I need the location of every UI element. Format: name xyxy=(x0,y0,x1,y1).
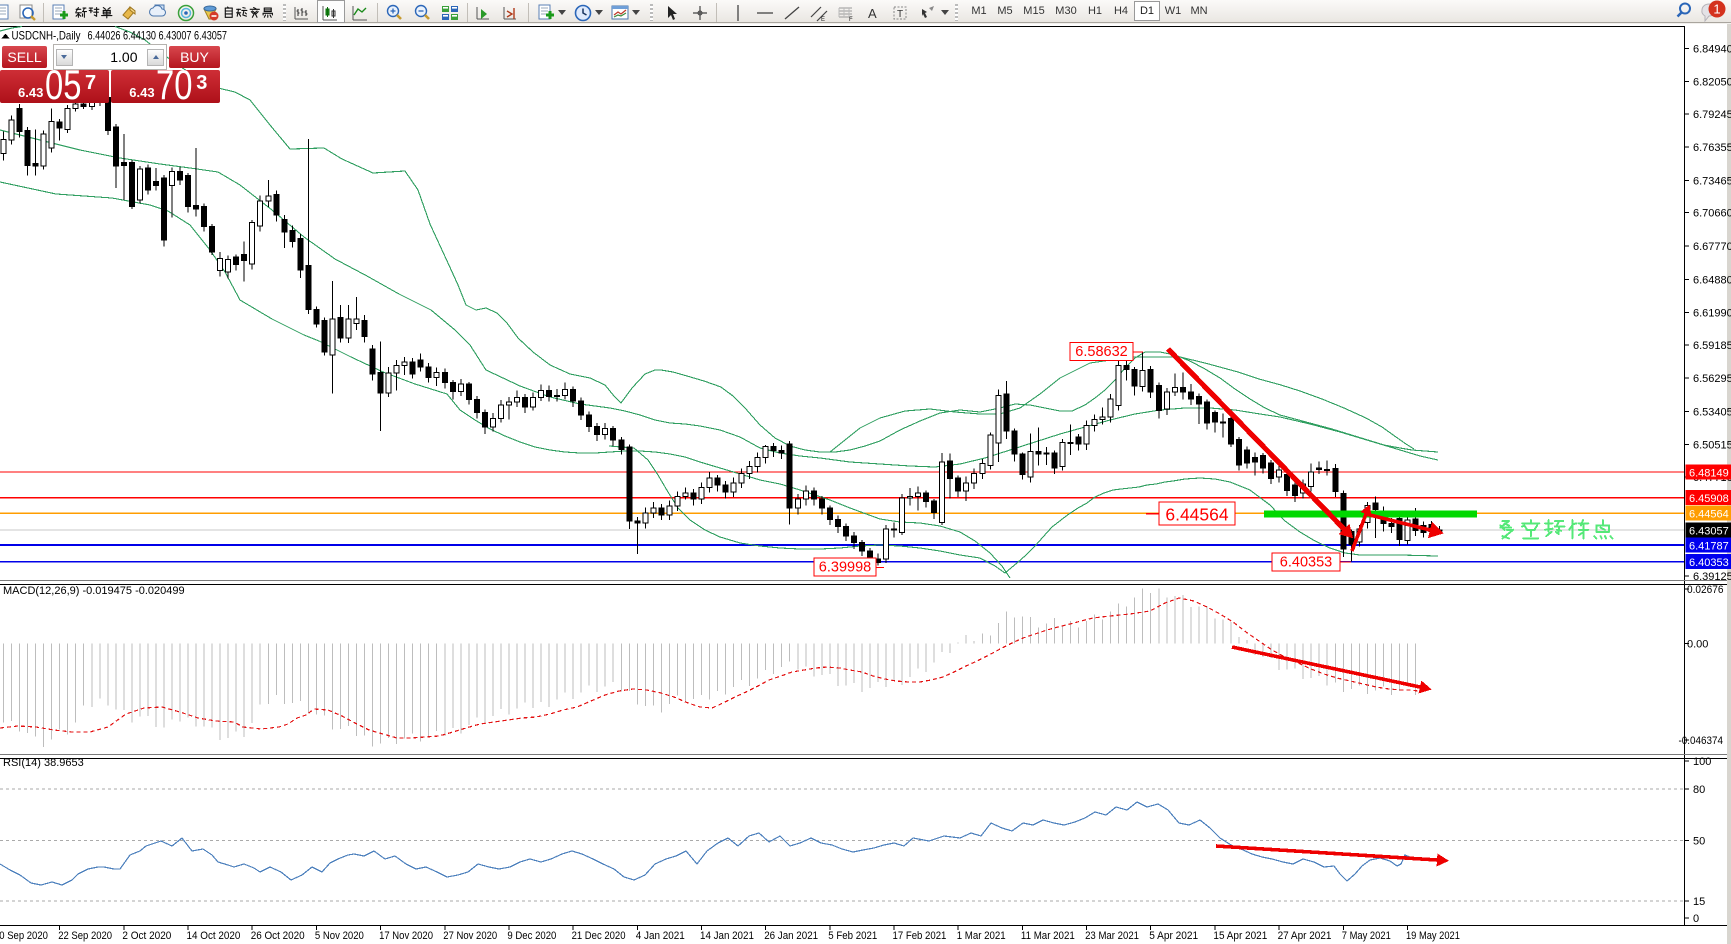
svg-text:2 Oct 2020: 2 Oct 2020 xyxy=(122,930,171,942)
svg-text:6.56295: 6.56295 xyxy=(1693,373,1731,385)
svg-text:6.67770: 6.67770 xyxy=(1693,241,1731,253)
svg-text:0: 0 xyxy=(1693,913,1699,925)
svg-text:11 Mar 2021: 11 Mar 2021 xyxy=(1021,930,1075,942)
svg-text:6.64880: 6.64880 xyxy=(1693,274,1731,286)
svg-text:50: 50 xyxy=(1693,835,1705,847)
svg-text:6.39125: 6.39125 xyxy=(1693,571,1731,583)
svg-text:15: 15 xyxy=(1693,896,1705,908)
svg-text:6.44026 6.44130 6.43007 6.4305: 6.44026 6.44130 6.43007 6.43057 xyxy=(88,28,228,42)
svg-text:23 Mar 2021: 23 Mar 2021 xyxy=(1085,930,1139,942)
svg-text:4 Jan 2021: 4 Jan 2021 xyxy=(636,930,685,942)
svg-text:10 Sep 2020: 10 Sep 2020 xyxy=(0,930,48,942)
svg-text:6.41787: 6.41787 xyxy=(1689,541,1729,553)
svg-text:RSI(14) 38.9653: RSI(14) 38.9653 xyxy=(3,757,84,769)
svg-text:6.82050: 6.82050 xyxy=(1693,77,1731,89)
svg-text:6.50515: 6.50515 xyxy=(1693,440,1731,452)
svg-text:1: 1 xyxy=(1713,2,1720,17)
svg-text:19 May 2021: 19 May 2021 xyxy=(1406,930,1460,942)
svg-text:USDCNH-,Daily: USDCNH-,Daily xyxy=(12,28,81,42)
svg-text:14 Jan 2021: 14 Jan 2021 xyxy=(700,930,754,942)
svg-text:0.00: 0.00 xyxy=(1687,639,1708,651)
svg-text:6.61990: 6.61990 xyxy=(1693,308,1731,320)
svg-text:6.76355: 6.76355 xyxy=(1693,142,1731,154)
svg-text:6.73465: 6.73465 xyxy=(1693,175,1731,187)
svg-text:9 Dec 2020: 9 Dec 2020 xyxy=(507,930,556,942)
svg-text:26 Oct 2020: 26 Oct 2020 xyxy=(251,930,305,942)
svg-text:6.59185: 6.59185 xyxy=(1693,340,1731,352)
svg-text:6.44564: 6.44564 xyxy=(1165,505,1229,525)
svg-text:6.40353: 6.40353 xyxy=(1689,557,1729,569)
svg-text:0.02676: 0.02676 xyxy=(1687,584,1724,596)
svg-text:27 Apr 2021: 27 Apr 2021 xyxy=(1278,930,1332,942)
svg-text:6.45908: 6.45908 xyxy=(1689,493,1729,505)
svg-text:-0.046374: -0.046374 xyxy=(1679,735,1724,747)
svg-text:6.48149: 6.48149 xyxy=(1689,467,1729,479)
svg-text:15 Apr 2021: 15 Apr 2021 xyxy=(1213,930,1267,942)
svg-text:6.58632: 6.58632 xyxy=(1075,344,1127,360)
svg-text:6.79245: 6.79245 xyxy=(1693,109,1731,121)
svg-text:100: 100 xyxy=(1693,756,1711,768)
svg-text:A: A xyxy=(868,6,877,21)
svg-text:6.43057: 6.43057 xyxy=(1689,526,1729,538)
svg-text:T: T xyxy=(897,9,903,20)
svg-text:6.70660: 6.70660 xyxy=(1693,208,1731,220)
svg-text:5 Nov 2020: 5 Nov 2020 xyxy=(315,930,364,942)
svg-text:6.39998: 6.39998 xyxy=(819,560,871,576)
svg-text:80: 80 xyxy=(1693,784,1705,796)
svg-text:14 Oct 2020: 14 Oct 2020 xyxy=(187,930,241,942)
svg-text:MACD(12,26,9) -0.019475 -0.020: MACD(12,26,9) -0.019475 -0.020499 xyxy=(3,585,185,597)
svg-text:22 Sep 2020: 22 Sep 2020 xyxy=(58,930,112,942)
svg-text:27 Nov 2020: 27 Nov 2020 xyxy=(443,930,497,942)
svg-text:F: F xyxy=(849,17,853,23)
svg-text:5 Feb 2021: 5 Feb 2021 xyxy=(828,930,877,942)
svg-text:E: E xyxy=(821,17,825,23)
svg-text:6.44564: 6.44564 xyxy=(1689,509,1729,521)
svg-text:7 May 2021: 7 May 2021 xyxy=(1342,930,1391,942)
svg-text:6.84940: 6.84940 xyxy=(1693,43,1731,55)
svg-text:5 Apr 2021: 5 Apr 2021 xyxy=(1149,930,1198,942)
svg-text:26 Jan 2021: 26 Jan 2021 xyxy=(764,930,818,942)
svg-text:1 Mar 2021: 1 Mar 2021 xyxy=(957,930,1006,942)
svg-text:17 Nov 2020: 17 Nov 2020 xyxy=(379,930,433,942)
svg-text:6.40353: 6.40353 xyxy=(1280,555,1332,571)
svg-text:6.53405: 6.53405 xyxy=(1693,406,1731,418)
svg-text:17 Feb 2021: 17 Feb 2021 xyxy=(893,930,947,942)
svg-text:21 Dec 2020: 21 Dec 2020 xyxy=(572,930,626,942)
